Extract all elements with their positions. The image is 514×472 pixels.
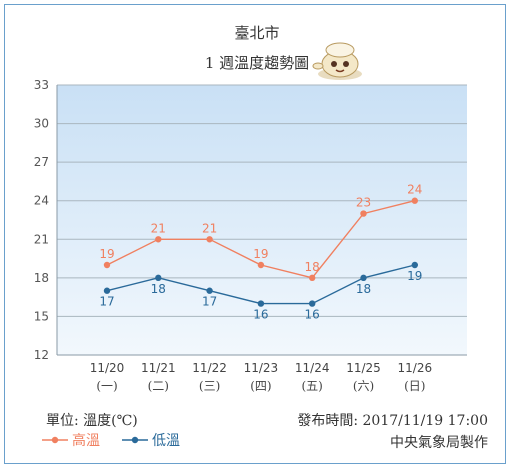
legend: 高溫 低溫 (42, 430, 202, 450)
x-tick-label: 11/26 (398, 361, 433, 375)
chart-subtitle: 1 週溫度趨勢圖 (204, 54, 310, 72)
data-point-high (155, 236, 162, 243)
data-label-low: 16 (305, 308, 320, 322)
plot-area (57, 85, 467, 355)
data-label-high: 18 (305, 260, 320, 274)
x-weekday-label: (四) (250, 379, 271, 393)
x-tick-label: 11/25 (346, 361, 381, 375)
data-label-low: 18 (151, 282, 166, 296)
data-point-low (309, 300, 316, 307)
x-weekday-label: (五) (302, 379, 323, 393)
x-weekday-label: (日) (404, 379, 425, 393)
data-label-low: 19 (407, 269, 422, 283)
data-point-low (103, 287, 111, 294)
data-point-high (411, 197, 418, 204)
data-label-low: 17 (202, 295, 217, 309)
data-point-low (411, 261, 418, 269)
y-tick-label: 27 (34, 155, 49, 169)
x-tick-label: 11/20 (90, 361, 125, 375)
legend-low-swatch (122, 436, 148, 444)
data-label-low: 17 (99, 295, 114, 309)
y-tick-label: 15 (34, 309, 49, 323)
x-tick-label: 11/22 (192, 361, 227, 375)
data-label-low: 18 (356, 282, 371, 296)
data-point-low (206, 287, 213, 294)
data-label-high: 21 (202, 221, 217, 235)
y-tick-label: 30 (34, 117, 49, 131)
data-point-high (206, 236, 213, 243)
data-point-high (309, 274, 316, 282)
legend-high-swatch (42, 436, 68, 444)
legend-item-low: 低溫 (122, 430, 180, 450)
data-point-high (103, 261, 111, 269)
unit-label: 單位: 溫度(℃) (46, 413, 138, 429)
data-point-low (155, 274, 162, 282)
data-point-low (257, 300, 265, 307)
data-label-high: 21 (151, 221, 166, 235)
y-tick-label: 21 (34, 232, 49, 246)
x-weekday-label: (一) (96, 379, 117, 393)
page-title: 臺北市 (234, 24, 280, 42)
y-tick-label: 33 (34, 78, 49, 92)
data-label-high: 19 (253, 247, 268, 261)
x-tick-label: 11/24 (295, 361, 330, 375)
data-point-low (360, 274, 367, 282)
data-label-high: 23 (356, 196, 371, 210)
y-tick-label: 12 (34, 348, 49, 362)
x-weekday-label: (三) (199, 379, 220, 393)
x-tick-label: 11/23 (244, 361, 279, 375)
data-point-high (257, 261, 265, 269)
temperature-chart: 12 15 18 21 24 27 30 33 11/20 (一) 11/21 (二) 11/22 (三… (34, 78, 467, 393)
legend-low-label: 低溫 (152, 433, 180, 449)
data-point-high (360, 210, 367, 217)
weather-mascot-icon (312, 42, 362, 80)
published-time: 發布時間: 2017/11/19 17:00 (297, 413, 488, 429)
x-tick-label: 11/21 (141, 361, 176, 375)
x-weekday-label: (二) (148, 379, 169, 393)
x-weekday-label: (六) (353, 379, 374, 393)
credit-text: 中央氣象局製作 (390, 435, 488, 451)
legend-high-label: 高溫 (72, 433, 100, 449)
data-label-high: 19 (99, 247, 114, 261)
data-label-low: 16 (253, 308, 268, 322)
legend-item-high: 高溫 (42, 430, 100, 450)
data-label-high: 24 (407, 183, 422, 197)
y-tick-label: 18 (34, 271, 49, 285)
y-tick-label: 24 (34, 194, 49, 208)
